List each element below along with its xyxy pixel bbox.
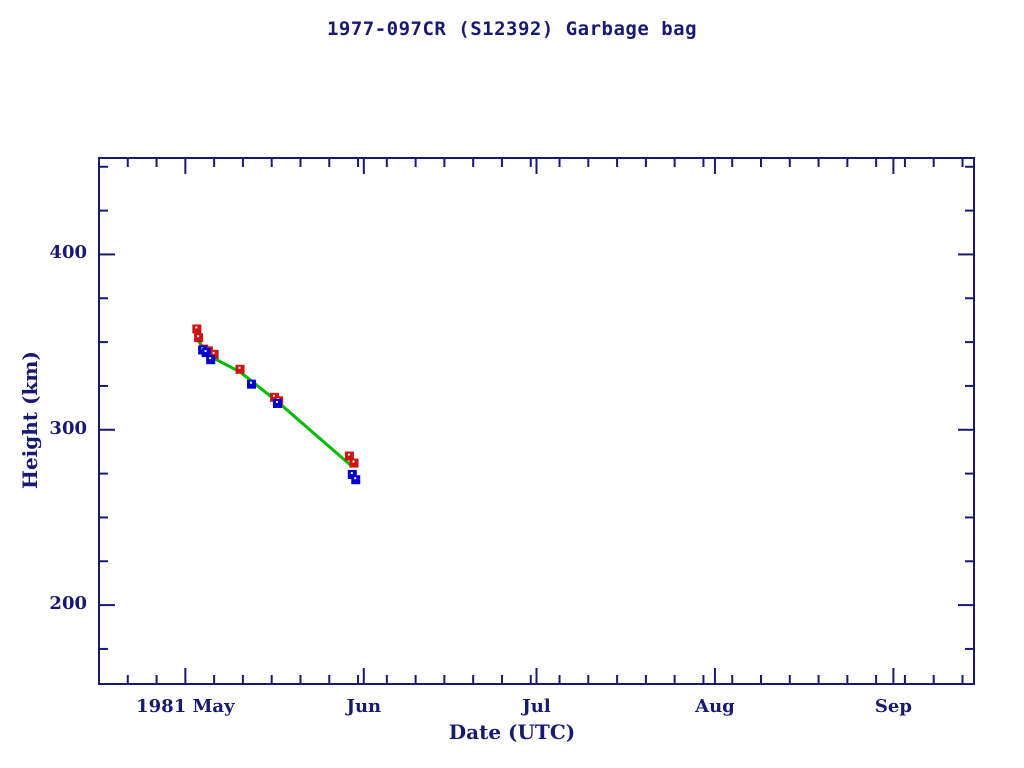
data-point bbox=[272, 398, 282, 408]
y-axis-ticks bbox=[99, 165, 974, 650]
data-point bbox=[347, 469, 357, 479]
x-axis-ticks bbox=[126, 158, 964, 684]
data-point bbox=[209, 349, 219, 359]
data-point bbox=[344, 451, 354, 461]
data-point bbox=[351, 475, 361, 485]
x-tick-label: Jul bbox=[522, 696, 551, 717]
data-point bbox=[349, 458, 359, 468]
x-tick-label: Sep bbox=[874, 696, 912, 717]
data-point bbox=[194, 333, 204, 343]
y-tick-label: 200 bbox=[49, 593, 87, 615]
data-point bbox=[235, 364, 245, 374]
y-axis-label: Height (km) bbox=[18, 351, 42, 489]
data-point bbox=[201, 348, 211, 358]
data-point bbox=[192, 324, 202, 334]
data-point bbox=[206, 355, 216, 365]
data-point bbox=[247, 379, 257, 389]
x-tick-label: Jun bbox=[346, 696, 382, 717]
perigee-markers bbox=[198, 345, 361, 485]
y-tick-label: 400 bbox=[49, 242, 87, 264]
plot-frame bbox=[98, 157, 975, 685]
x-tick-label: 1981 May bbox=[136, 696, 235, 717]
x-axis-label: Date (UTC) bbox=[448, 720, 576, 744]
x-tick-label: Aug bbox=[695, 696, 735, 717]
chart-title: 1977-097CR (S12392) Garbage bag bbox=[326, 18, 698, 40]
y-tick-label: 300 bbox=[49, 417, 87, 439]
